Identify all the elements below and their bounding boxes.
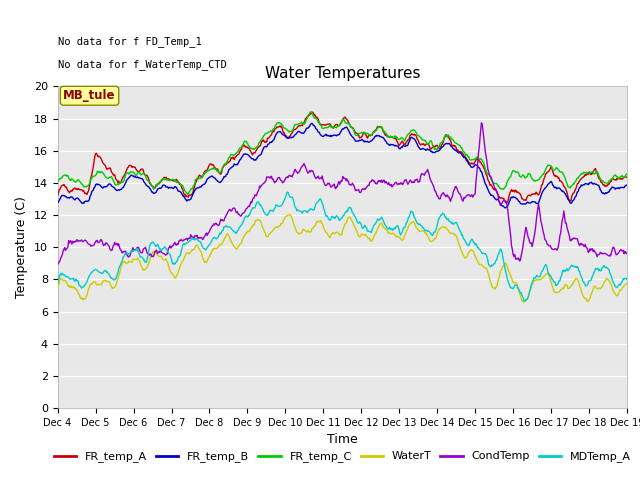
Text: No data for f_WaterTemp_CTD: No data for f_WaterTemp_CTD: [58, 59, 227, 70]
Legend: FR_temp_A, FR_temp_B, FR_temp_C, WaterT, CondTemp, MDTemp_A: FR_temp_A, FR_temp_B, FR_temp_C, WaterT,…: [49, 447, 636, 467]
Y-axis label: Temperature (C): Temperature (C): [15, 196, 28, 298]
Text: No data for f FD_Temp_1: No data for f FD_Temp_1: [58, 36, 202, 48]
X-axis label: Time: Time: [327, 433, 358, 446]
Title: Water Temperatures: Water Temperatures: [265, 66, 420, 81]
Text: MB_tule: MB_tule: [63, 89, 116, 102]
